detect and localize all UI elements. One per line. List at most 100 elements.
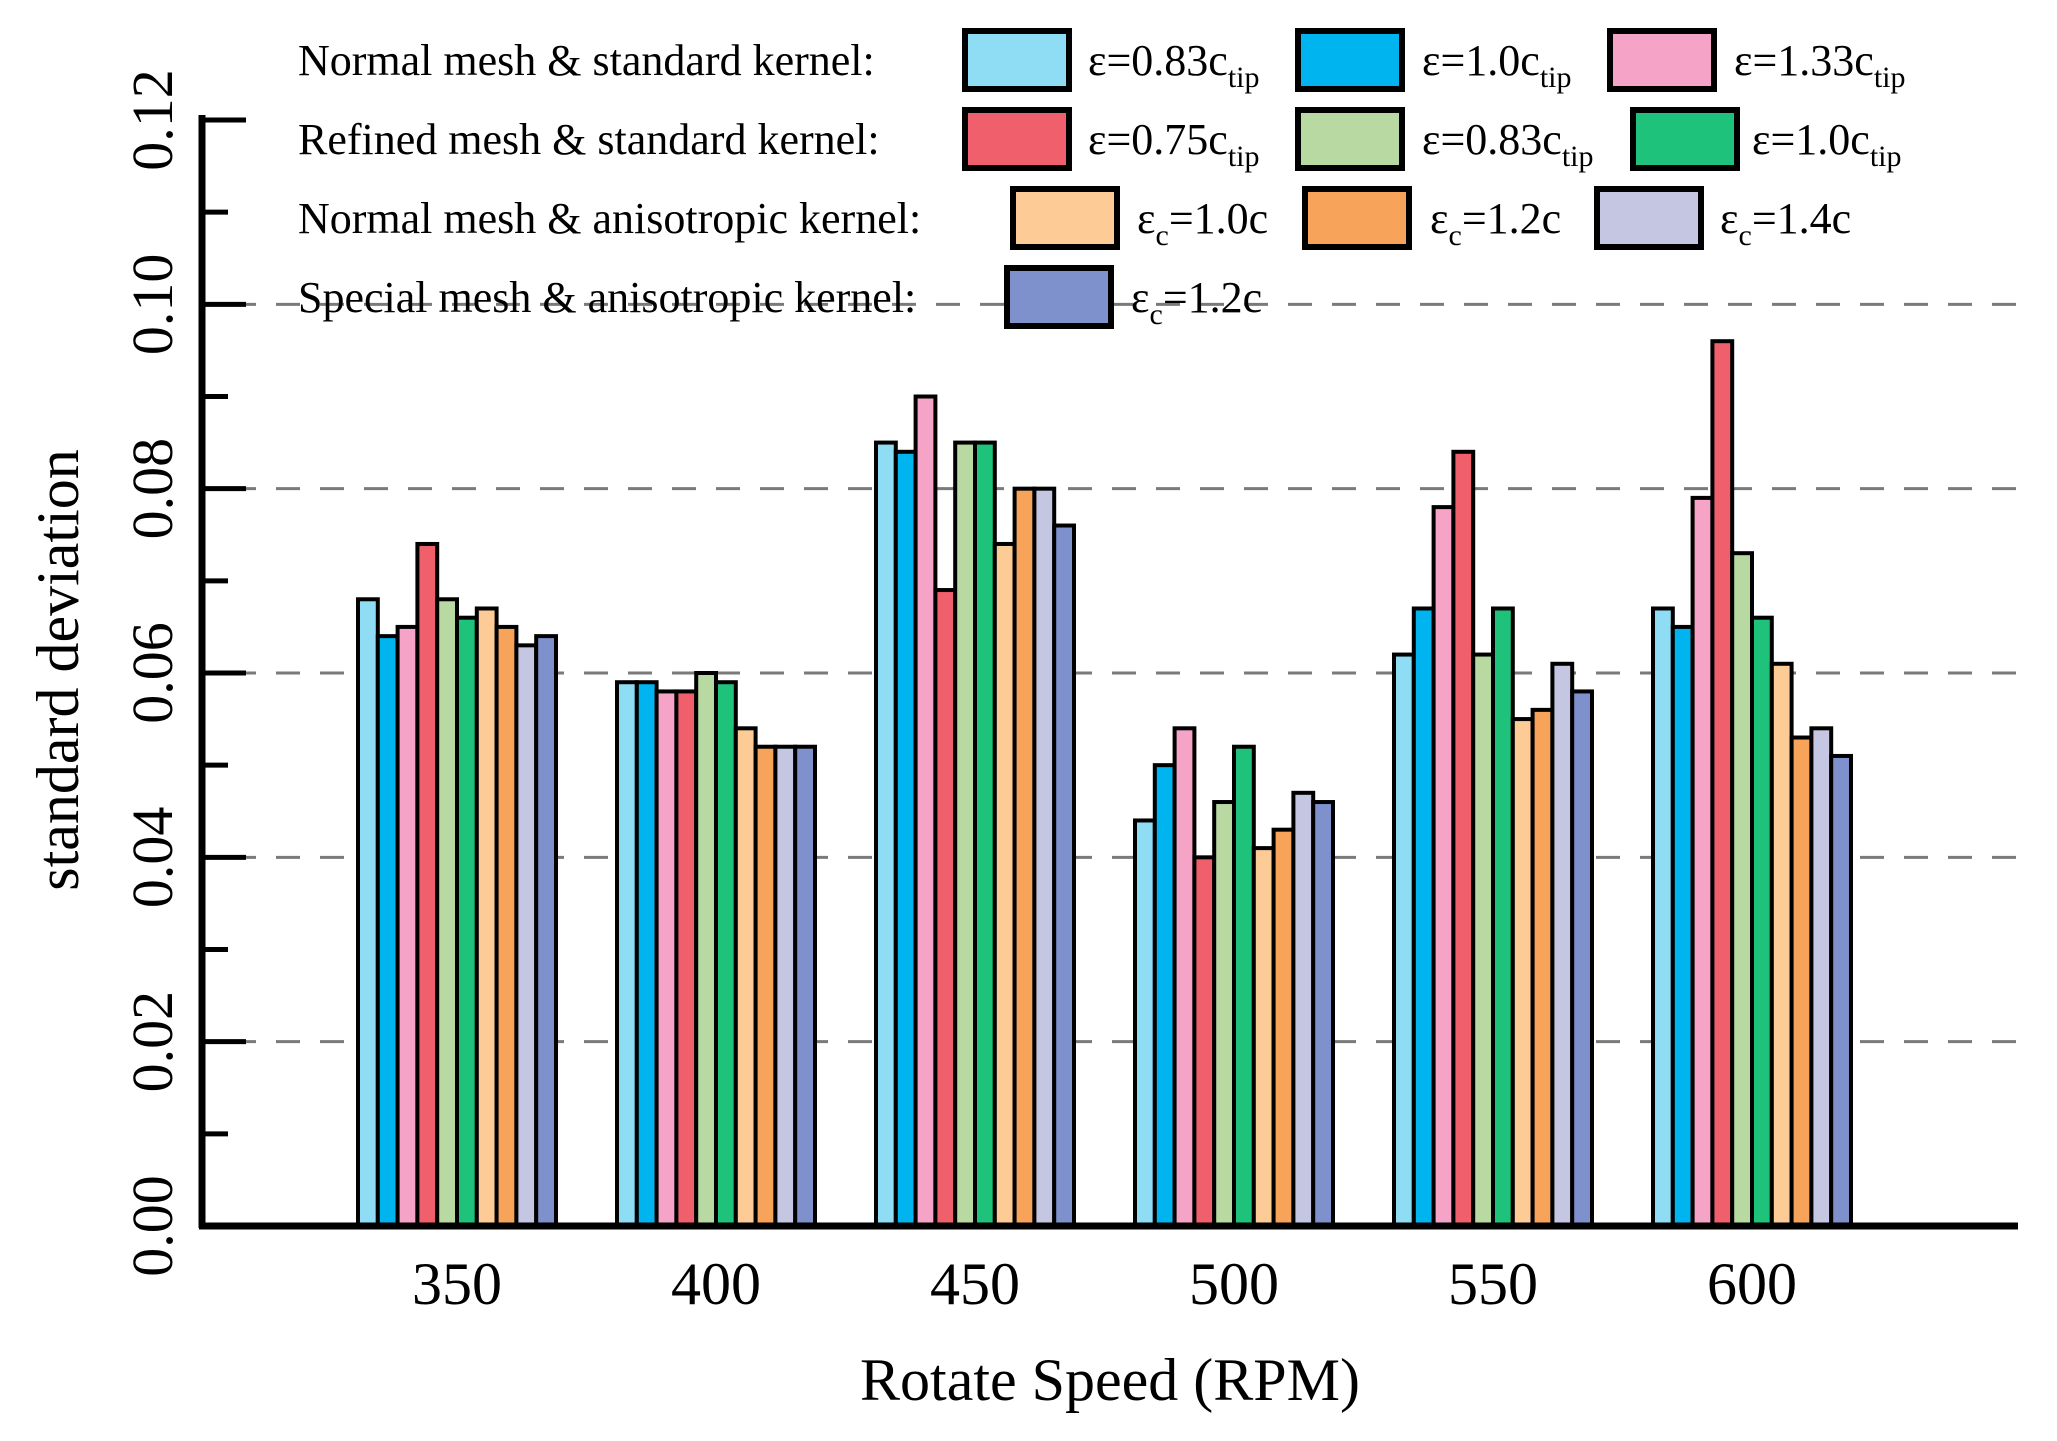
bar — [494, 624, 519, 1228]
x-tick-label: 550 — [1448, 1251, 1538, 1317]
bar — [1750, 615, 1774, 1228]
legend-row-label: Special mesh & anisotropic kernel: — [298, 273, 916, 322]
bar — [913, 394, 938, 1228]
axes: 350 400 450 500 550 600 0.00 0.02 0.04 0.06 0.08 0.… — [120, 69, 2018, 1317]
bar — [893, 449, 918, 1228]
bar — [694, 671, 719, 1228]
bar — [753, 744, 778, 1228]
bar — [514, 643, 539, 1228]
y-tick-label: 0.10 — [120, 254, 185, 356]
bar — [1192, 855, 1217, 1228]
bar — [1291, 790, 1316, 1228]
bar — [1451, 449, 1476, 1228]
bar — [1411, 606, 1436, 1228]
x-tick-label: 600 — [1707, 1251, 1797, 1317]
legend-row-label: Refined mesh & standard kernel: — [298, 115, 880, 164]
bar — [1172, 726, 1197, 1228]
legend-entry-label: ε=1.33ctip — [1734, 36, 1906, 94]
legend-entry-label: εc=1.4c — [1720, 194, 1851, 252]
bar — [415, 541, 440, 1228]
bar — [1651, 606, 1675, 1228]
legend-swatch — [1607, 28, 1717, 92]
bar — [1690, 495, 1715, 1228]
bar — [714, 680, 738, 1228]
bar — [1829, 753, 1853, 1228]
bar — [534, 634, 559, 1228]
legend-swatch — [1594, 186, 1704, 250]
legend-entry-label: ε=0.83ctip — [1422, 115, 1594, 173]
bar — [1133, 818, 1157, 1228]
y-tick-label: 0.02 — [120, 991, 185, 1093]
y-axis-title: standard deviation — [25, 449, 91, 891]
x-tick-label: 450 — [930, 1251, 1020, 1317]
bar — [1491, 606, 1515, 1228]
bar — [395, 624, 420, 1228]
bar — [874, 440, 898, 1229]
bar — [1431, 505, 1456, 1229]
bar — [1769, 661, 1794, 1228]
bar — [654, 689, 679, 1228]
bar — [375, 634, 400, 1228]
bar — [615, 680, 639, 1228]
bar — [1530, 707, 1555, 1228]
legend-row-label: Normal mesh & anisotropic kernel: — [298, 194, 921, 243]
bar — [1311, 800, 1335, 1228]
bar — [973, 440, 997, 1229]
bar — [953, 440, 978, 1229]
y-tick-label: 0.00 — [120, 1175, 185, 1277]
bar — [733, 726, 758, 1228]
bar — [1809, 726, 1834, 1228]
bar — [1251, 846, 1276, 1228]
bar — [1052, 523, 1076, 1228]
legend-entry-label: ε=1.0ctip — [1752, 115, 1902, 173]
legend-swatch — [1295, 28, 1405, 92]
y-tick-label: 0.04 — [120, 807, 185, 909]
bar — [1670, 624, 1695, 1228]
y-tick-label: 0.06 — [120, 622, 185, 724]
x-tick-label: 350 — [412, 1251, 502, 1317]
y-tick-label: 0.08 — [120, 438, 185, 539]
bar — [455, 615, 479, 1228]
y-tick-label: 0.12 — [120, 69, 185, 171]
legend-row-label: Normal mesh & standard kernel: — [298, 36, 875, 85]
x-axis-title: Rotate Speed (RPM) — [860, 1347, 1360, 1413]
bar — [1471, 652, 1495, 1228]
bar — [1730, 551, 1754, 1228]
bar — [1710, 339, 1735, 1228]
bar — [1212, 800, 1236, 1228]
legend-entry-label: ε=1.0ctip — [1422, 36, 1572, 94]
bar — [1271, 827, 1296, 1229]
bar — [1392, 652, 1416, 1228]
x-tick-label: 400 — [671, 1251, 761, 1317]
legend-swatch — [1004, 265, 1114, 329]
bar — [773, 744, 798, 1228]
grid-lines — [232, 302, 2018, 1044]
bar — [634, 680, 659, 1228]
bar — [1012, 486, 1037, 1228]
legend-entry-label: εc=1.0c — [1137, 194, 1268, 252]
legend-swatch — [1630, 107, 1740, 171]
legend-entry-label: εc=1.2c — [1131, 273, 1262, 331]
legend: Normal mesh & standard kernel: ε=0.83ctip… — [298, 28, 1906, 331]
legend-swatch — [1295, 107, 1405, 171]
legend-swatch — [962, 28, 1072, 92]
bar — [474, 606, 499, 1228]
bar — [1789, 735, 1814, 1228]
bar — [1570, 689, 1594, 1228]
bar — [1232, 744, 1256, 1228]
bar — [992, 541, 1017, 1228]
x-tick-label: 500 — [1189, 1251, 1279, 1317]
bar — [674, 689, 699, 1228]
bars — [356, 339, 1853, 1229]
bar — [1510, 717, 1535, 1228]
bar — [1152, 763, 1177, 1229]
bar — [356, 597, 380, 1228]
legend-swatch — [1302, 186, 1412, 250]
bar — [1550, 661, 1575, 1228]
legend-swatch — [1010, 186, 1120, 250]
bar — [793, 744, 818, 1228]
legend-entry-label: εc=1.2c — [1430, 194, 1561, 252]
legend-swatch — [962, 107, 1072, 171]
legend-entry-label: ε=0.83ctip — [1088, 36, 1260, 94]
